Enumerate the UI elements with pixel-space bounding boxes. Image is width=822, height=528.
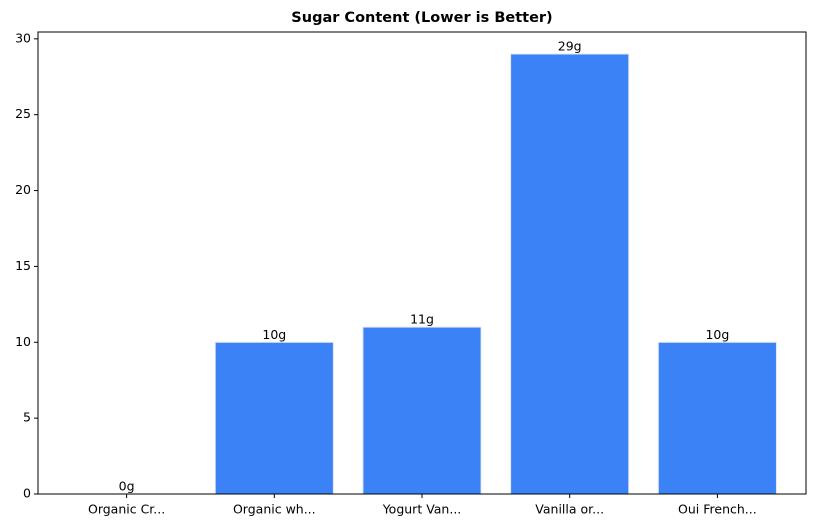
y-tick-label: 5 xyxy=(23,410,31,425)
y-tick-label: 0 xyxy=(23,486,31,501)
value-label: 10g xyxy=(262,327,286,342)
chart-title: Sugar Content (Lower is Better) xyxy=(291,10,552,26)
y-tick-label: 30 xyxy=(15,30,31,45)
y-tick-label: 15 xyxy=(15,258,31,273)
y-tick-label: 20 xyxy=(15,182,31,197)
y-tick-label: 25 xyxy=(15,106,31,121)
y-tick-label: 10 xyxy=(15,334,31,349)
x-tick-label: Yogurt Van... xyxy=(382,502,462,517)
plot-frame xyxy=(37,31,807,495)
bar xyxy=(362,326,482,495)
bar xyxy=(657,341,777,495)
value-label: 11g xyxy=(410,312,434,327)
bar xyxy=(510,53,630,495)
value-label: 0g xyxy=(119,479,135,494)
x-tick-label: Organic wh... xyxy=(233,502,316,517)
x-tick-label: Organic Cr... xyxy=(88,502,165,517)
x-tick-label: Oui French... xyxy=(678,502,757,517)
bar xyxy=(214,341,334,495)
value-label: 29g xyxy=(558,39,582,54)
value-label: 10g xyxy=(705,327,729,342)
x-tick-label: Vanilla or... xyxy=(535,502,604,517)
